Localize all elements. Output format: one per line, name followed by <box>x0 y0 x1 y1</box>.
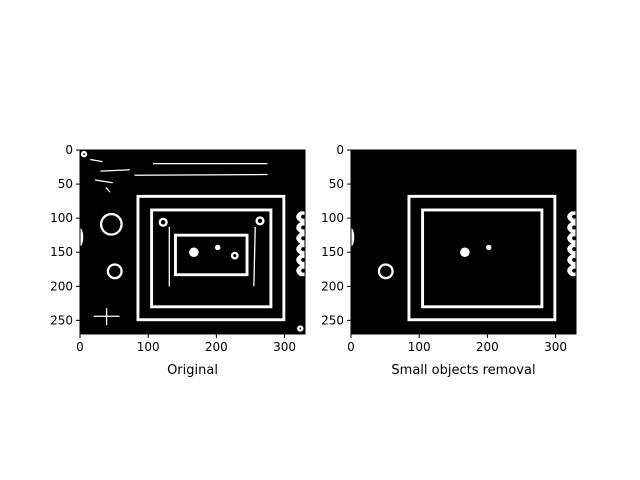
rect-object-0 <box>407 194 557 322</box>
y-tick-label: 150 <box>321 245 344 259</box>
y-tick-label: 100 <box>50 211 73 225</box>
circle-object-4 <box>377 263 394 280</box>
line-object-17 <box>105 187 111 193</box>
disk-object-3 <box>486 244 492 251</box>
wavy-hole-23-3 <box>301 247 305 252</box>
x-axis-label: Original <box>167 363 218 378</box>
panel-original: 0 100 200 300 0 50 100 150 200 250 Original <box>50 143 306 378</box>
x-tick-label: 300 <box>544 340 567 354</box>
wavy-hole-23-5 <box>301 268 305 273</box>
wavy-hole-23-4 <box>301 257 305 262</box>
line-object-13 <box>134 173 268 176</box>
x-tick-label: 100 <box>137 340 160 354</box>
y-tick-label: 50 <box>329 177 344 191</box>
y-tick-label: 200 <box>321 279 344 293</box>
circle-object-11 <box>297 325 304 332</box>
blob-object-22 <box>80 228 84 247</box>
rect-object-0 <box>136 194 286 322</box>
x-tick-label: 300 <box>273 340 296 354</box>
axes-frame <box>350 149 577 335</box>
y-tick-label: 0 <box>65 143 73 157</box>
line-object-15 <box>90 158 103 163</box>
rect-object-1 <box>150 208 273 309</box>
wavy-hole-23-2 <box>301 236 305 241</box>
y-tick-label: 200 <box>50 279 73 293</box>
panel-small-objects-removal: 0 100 200 300 0 50 100 150 200 250 Small objects r… <box>321 143 577 378</box>
line-object-16 <box>94 179 113 184</box>
disk-object-3 <box>189 247 199 257</box>
wavy-hole-6-4 <box>572 257 576 262</box>
wavy-hole-23-1 <box>301 225 305 230</box>
x-tick-label: 200 <box>205 340 228 354</box>
y-tick-label: 0 <box>336 143 344 157</box>
image-content <box>80 150 305 332</box>
y-tick-label: 250 <box>50 313 73 327</box>
x-tick-label: 100 <box>408 340 431 354</box>
disk-object-4 <box>215 244 221 251</box>
disk-object-2 <box>460 247 470 257</box>
y-tick-label: 250 <box>321 313 344 327</box>
circle-object-9 <box>106 263 123 280</box>
wavy-hole-6-5 <box>572 268 576 273</box>
x-tick-label: 0 <box>347 340 355 354</box>
wavy-hole-6-3 <box>572 247 576 252</box>
circle-object-10 <box>80 150 88 158</box>
line-object-19 <box>253 226 256 287</box>
axes-frame <box>79 149 306 335</box>
circle-object-6 <box>158 217 168 227</box>
blob-object-5 <box>351 228 355 247</box>
rect-object-1 <box>421 208 544 309</box>
x-tick-label: 200 <box>476 340 499 354</box>
circle-object-7 <box>255 216 265 226</box>
wavy-hole-6-1 <box>572 225 576 230</box>
rect-object-2 <box>174 233 249 277</box>
image-background <box>80 150 305 334</box>
circle-object-8 <box>99 212 123 236</box>
wavy-hole-23-0 <box>301 214 305 219</box>
wavy-hole-6-0 <box>572 214 576 219</box>
y-tick-label: 100 <box>321 211 344 225</box>
circle-object-5 <box>230 251 239 260</box>
wavy-hole-6-2 <box>572 236 576 241</box>
y-tick-label: 150 <box>50 245 73 259</box>
image-content <box>351 194 576 322</box>
x-tick-label: 0 <box>76 340 84 354</box>
line-object-14 <box>100 169 130 172</box>
image-background <box>351 150 576 334</box>
x-axis-label: Small objects removal <box>391 363 535 378</box>
y-tick-label: 50 <box>58 177 73 191</box>
